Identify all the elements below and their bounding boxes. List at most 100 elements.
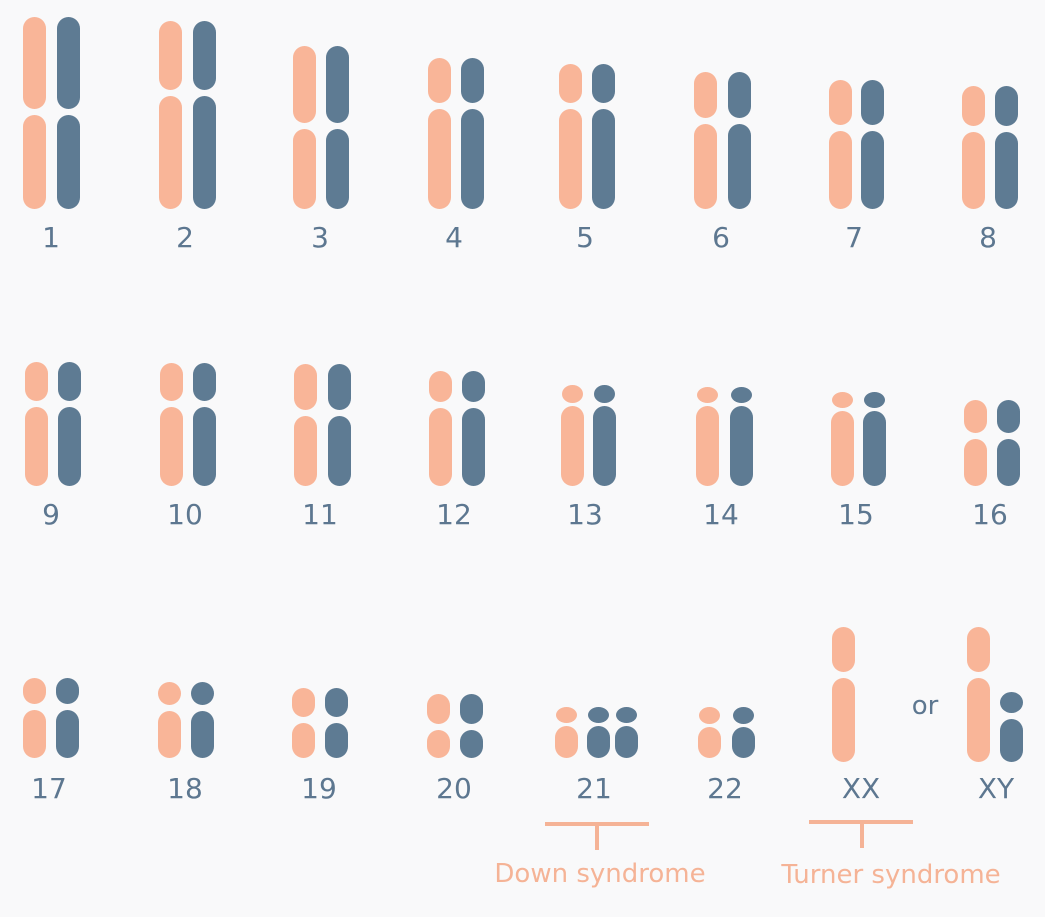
chromosome-7-copy-2-q-arm (861, 131, 884, 209)
chromosome-pair-21 (555, 707, 638, 758)
chromosome-1-copy-2-p-arm (57, 17, 80, 109)
chromosome-12-copy-2-p-arm (462, 371, 485, 402)
chromosome-11-copy-1-q-arm (294, 416, 317, 486)
chromosome-label-6: 6 (712, 221, 730, 254)
chromosome-14-copy-2-q-arm (730, 406, 753, 486)
chromosome-19-copy-1-p-arm (292, 688, 315, 717)
chromosome-label-11: 11 (302, 498, 338, 531)
chromosome-pair-3 (293, 46, 349, 209)
chromosome-5-copy-2-p-arm (592, 64, 615, 103)
chromosome-18-copy-2-q-arm (191, 711, 214, 758)
chromosome-label-4: 4 (445, 221, 463, 254)
chromosome-16-copy-1-p-arm (964, 400, 987, 433)
chromosome-4-copy-1-p-arm (428, 58, 451, 103)
chromosome-10-copy-1-q-arm (160, 407, 183, 486)
chromosome-21-copy-1-p-arm (556, 707, 577, 723)
chromosome-pair-14 (696, 387, 753, 486)
chromosome-20-copy-2-p-arm (460, 694, 483, 724)
chromosome-19-copy-1-q-arm (292, 723, 315, 758)
chromosome-5-copy-2-q-arm (592, 109, 615, 209)
chromosome-label-7: 7 (845, 221, 863, 254)
chromosome-2-copy-1-q-arm (159, 96, 182, 209)
chromosome-18-copy-2-p-arm (191, 682, 214, 705)
chromosome-4-copy-2-p-arm (461, 58, 484, 103)
chromosome-pair-xy (967, 627, 1023, 762)
chromosome-label-20: 20 (436, 772, 472, 805)
chromosome-label-17: 17 (31, 772, 67, 805)
chromosome-13-copy-2-q-arm (593, 406, 616, 486)
chromosome-4-copy-1-q-arm (428, 109, 451, 209)
chromosome-label-9: 9 (42, 498, 60, 531)
chromosome-7-copy-1-p-arm (829, 80, 852, 125)
chromosome-11-copy-2-p-arm (328, 364, 351, 410)
chromosome-15-copy-1-p-arm (832, 392, 853, 408)
chromosome-pair-12 (429, 371, 485, 486)
chromosome-pair-18 (158, 682, 214, 758)
chromosome-14-copy-2-p-arm (731, 387, 752, 403)
chromosome-10-copy-2-q-arm (193, 407, 216, 486)
chromosome-pair-11 (294, 364, 351, 486)
turner-syndrome-bracket (809, 820, 913, 824)
chromosome-22-copy-2-q-arm (732, 727, 755, 758)
chromosome-label-3: 3 (311, 221, 329, 254)
chromosome-pair-16 (964, 400, 1020, 486)
chromosome-22-copy-2-p-arm (733, 707, 754, 724)
chromosome-xy-copy-1-q-arm (967, 678, 990, 762)
chromosome-19-copy-2-q-arm (325, 723, 348, 758)
chromosome-label-21: 21 (576, 772, 612, 805)
chromosome-3-copy-1-q-arm (293, 129, 316, 209)
chromosome-label-xy: XY (977, 772, 1015, 805)
chromosome-label-18: 18 (167, 772, 203, 805)
chromosome-7-copy-2-p-arm (861, 80, 884, 125)
chromosome-12-copy-2-q-arm (462, 408, 485, 486)
chromosome-15-copy-2-q-arm (863, 411, 886, 486)
chromosome-label-1: 1 (42, 221, 60, 254)
chromosome-22-copy-1-q-arm (698, 727, 721, 758)
chromosome-17-copy-1-p-arm (23, 678, 46, 704)
chromosome-8-copy-2-q-arm (995, 132, 1018, 209)
chromosome-pair-20 (427, 694, 483, 758)
chromosome-pair-5 (559, 64, 615, 209)
chromosome-label-13: 13 (567, 498, 603, 531)
chromosome-pair-19 (292, 688, 348, 758)
chromosome-2-copy-1-p-arm (159, 21, 182, 90)
down-syndrome-bracket (545, 822, 649, 826)
chromosome-1-copy-2-q-arm (57, 115, 80, 209)
chromosome-21-copy-1-q-arm (555, 726, 578, 758)
chromosome-6-copy-1-q-arm (694, 124, 717, 209)
chromosome-pair-xx (832, 627, 855, 762)
chromosome-6-copy-1-p-arm (694, 72, 717, 118)
chromosome-pair-8 (962, 86, 1018, 209)
chromosome-13-copy-2-p-arm (594, 385, 615, 403)
chromosome-1-copy-1-p-arm (23, 17, 46, 109)
chromosome-11-copy-1-p-arm (294, 364, 317, 410)
chromosome-pair-13 (561, 385, 616, 486)
chromosome-6-copy-2-q-arm (728, 124, 751, 209)
chromosome-21-copy-2-p-arm (588, 707, 609, 723)
chromosome-label-12: 12 (436, 498, 472, 531)
chromosome-12-copy-1-p-arm (429, 371, 452, 402)
chromosome-9-copy-1-p-arm (25, 362, 48, 401)
chromosome-5-copy-1-p-arm (559, 64, 582, 103)
chromosome-21-copy-3-p-arm (616, 707, 637, 723)
chromosome-xy-copy-2-q-arm (1000, 719, 1023, 762)
chromosome-pair-10 (160, 363, 216, 486)
chromosome-17-copy-2-p-arm (56, 678, 79, 704)
chromosome-6-copy-2-p-arm (728, 72, 751, 118)
chromosome-10-copy-1-p-arm (160, 363, 183, 401)
chromosome-pair-7 (829, 80, 884, 209)
chromosome-1-copy-1-q-arm (23, 115, 46, 209)
chromosome-pair-22 (698, 707, 755, 758)
chromosome-label-16: 16 (972, 498, 1008, 531)
chromosome-3-copy-2-p-arm (326, 46, 349, 123)
chromosome-label-15: 15 (838, 498, 874, 531)
chromosome-pair-4 (428, 58, 484, 209)
chromosome-label-14: 14 (703, 498, 739, 531)
chromosome-label-22: 22 (707, 772, 743, 805)
chromosome-8-copy-1-p-arm (962, 86, 985, 126)
chromosome-20-copy-1-p-arm (427, 694, 450, 724)
chromosome-label-xx: XX (841, 772, 881, 805)
chromosome-xx-copy-1-p-arm (832, 627, 855, 672)
